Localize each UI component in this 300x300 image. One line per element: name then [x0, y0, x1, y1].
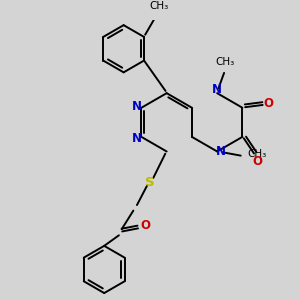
Text: S: S: [145, 176, 155, 188]
Text: N: N: [212, 83, 222, 96]
Text: O: O: [253, 155, 263, 168]
Text: O: O: [263, 97, 273, 110]
Text: N: N: [131, 100, 141, 113]
Text: CH₃: CH₃: [248, 149, 267, 159]
Text: CH₃: CH₃: [216, 57, 235, 67]
Text: N: N: [131, 132, 141, 145]
Text: O: O: [141, 219, 151, 232]
Text: N: N: [215, 145, 226, 158]
Text: CH₃: CH₃: [150, 2, 169, 11]
